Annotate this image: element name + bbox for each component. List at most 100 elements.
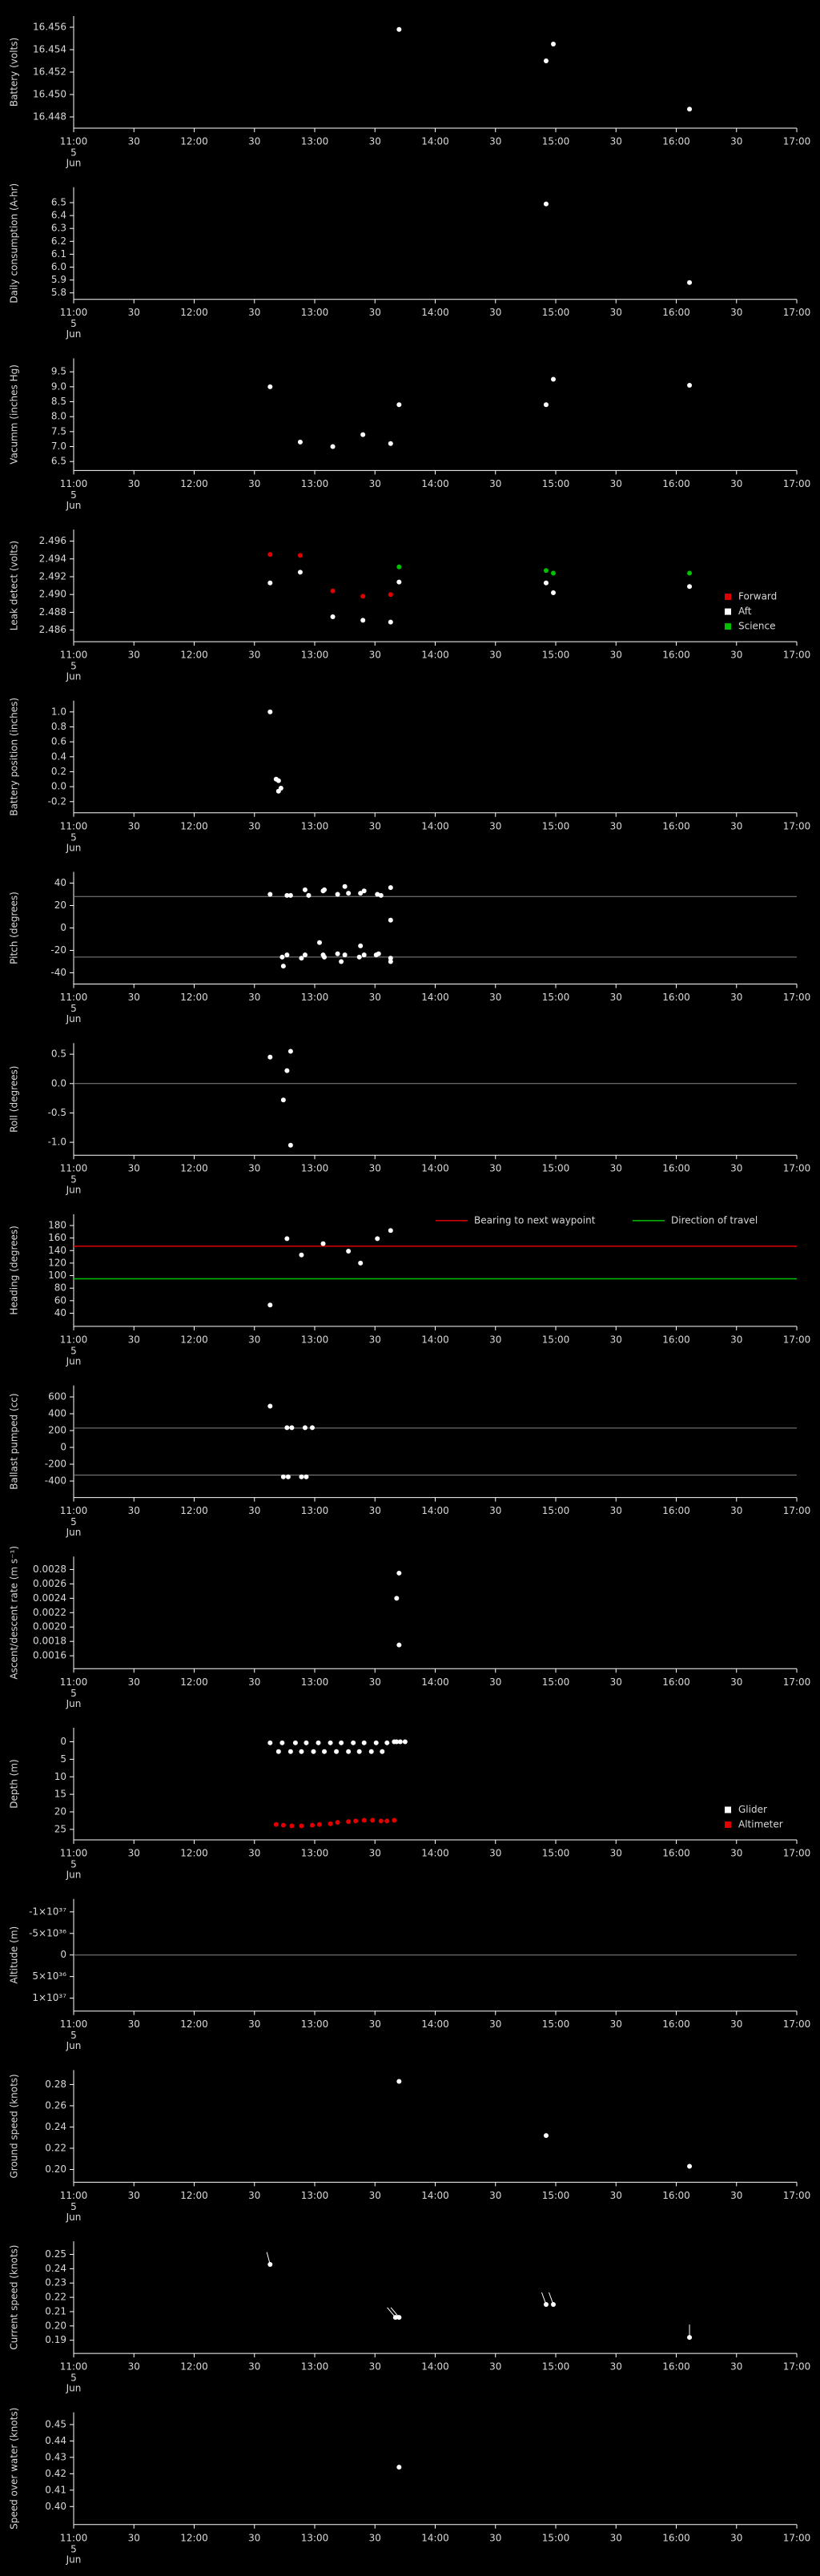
data-point <box>330 588 336 594</box>
x-tick-label: 30 <box>248 1848 260 1859</box>
x-date-month: Jun <box>66 1185 82 1196</box>
y-tick-label: 0.21 <box>45 2305 66 2316</box>
data-point <box>306 892 312 898</box>
x-tick-label: 11:00 <box>60 650 88 661</box>
y-axis-label: Leak detect (volts) <box>9 541 20 630</box>
y-axis-label: Altitude (m) <box>9 1926 20 1984</box>
y-axis-label: Vacumm (inches Hg) <box>9 364 20 465</box>
y-tick-label: 0 <box>60 1442 66 1453</box>
y-tick-label: 0.0 <box>51 1077 66 1089</box>
y-tick-label: 0.0 <box>51 781 66 792</box>
legend-swatch <box>725 623 731 630</box>
y-tick-label: 7.0 <box>51 441 66 452</box>
x-tick-label: 30 <box>489 307 501 318</box>
x-tick-label: 17:00 <box>783 1848 811 1859</box>
y-tick-label: -5×10³⁶ <box>29 1927 66 1938</box>
x-tick-label: 17:00 <box>783 2361 811 2373</box>
x-tick-label: 16:00 <box>662 307 690 318</box>
x-tick-label: 14:00 <box>421 2532 449 2543</box>
data-point <box>335 951 340 956</box>
x-tick-label: 14:00 <box>421 1848 449 1859</box>
data-point <box>687 584 693 590</box>
y-tick-label: 0.22 <box>45 2292 66 2303</box>
x-tick-label: 30 <box>610 478 622 489</box>
x-tick-label: 30 <box>730 2532 742 2543</box>
data-point <box>280 964 286 969</box>
data-point <box>543 402 549 408</box>
data-point <box>267 580 273 586</box>
x-tick-label: 12:00 <box>180 1334 208 1345</box>
data-point <box>361 1740 367 1745</box>
x-tick-label: 30 <box>730 992 742 1003</box>
x-date-day: 5 <box>70 831 77 843</box>
x-tick-label: 30 <box>730 2190 742 2201</box>
x-tick-label: 16:00 <box>662 992 690 1003</box>
y-tick-label: 100 <box>48 1270 66 1281</box>
data-point <box>378 892 384 898</box>
x-tick-label: 13:00 <box>301 1334 329 1345</box>
y-tick-label: 6.3 <box>51 223 66 234</box>
data-point <box>543 580 549 586</box>
y-tick-label: 80 <box>54 1282 66 1294</box>
x-tick-label: 30 <box>369 2532 381 2543</box>
x-tick-label: 17:00 <box>783 136 811 147</box>
data-point <box>396 2465 402 2470</box>
x-tick-label: 30 <box>248 1334 260 1345</box>
x-tick-label: 30 <box>369 136 381 147</box>
x-tick-label: 13:00 <box>301 820 329 831</box>
x-tick-label: 14:00 <box>421 1334 449 1345</box>
data-point <box>375 1236 380 1242</box>
y-tick-label: 5.8 <box>51 287 66 298</box>
data-point <box>358 943 364 948</box>
x-tick-label: 30 <box>610 136 622 147</box>
y-tick-label: 16.454 <box>33 44 66 55</box>
y-tick-label: -40 <box>50 967 66 978</box>
y-axis-label: Heading (degrees) <box>9 1226 20 1314</box>
data-point <box>303 1740 309 1745</box>
x-tick-label: 17:00 <box>783 2532 811 2543</box>
data-point <box>396 579 402 585</box>
data-point <box>287 1142 293 1148</box>
data-point <box>550 376 556 382</box>
y-tick-label: 0.26 <box>45 2099 66 2111</box>
y-tick-label: -0.5 <box>48 1107 66 1118</box>
data-point <box>346 1819 352 1825</box>
data-point <box>373 1740 379 1745</box>
data-point <box>361 888 367 894</box>
data-point <box>330 444 336 449</box>
x-tick-label: 13:00 <box>301 478 329 489</box>
x-tick-label: 12:00 <box>180 992 208 1003</box>
data-point <box>289 1425 295 1431</box>
data-point <box>322 1749 328 1754</box>
x-tick-label: 13:00 <box>301 1505 329 1516</box>
x-tick-label: 30 <box>369 2361 381 2373</box>
data-point <box>267 709 273 714</box>
data-point <box>267 384 273 389</box>
x-tick-label: 30 <box>369 1334 381 1345</box>
x-tick-label: 14:00 <box>421 820 449 831</box>
y-tick-label: 180 <box>48 1219 66 1230</box>
x-tick-label: 13:00 <box>301 1676 329 1688</box>
x-tick-label: 30 <box>610 1848 622 1859</box>
y-tick-label: 16.452 <box>33 66 66 78</box>
x-tick-label: 15:00 <box>542 1163 570 1174</box>
x-tick-label: 30 <box>128 2019 140 2030</box>
data-point <box>351 1740 356 1745</box>
x-tick-label: 30 <box>128 136 140 147</box>
data-point <box>275 778 281 783</box>
data-point <box>397 1739 403 1745</box>
direction-arrow <box>390 2307 400 2318</box>
data-point <box>356 1749 362 1754</box>
y-tick-label: 0.0024 <box>33 1592 66 1604</box>
y-tick-label: 0.0028 <box>33 1564 66 1575</box>
x-tick-label: 30 <box>489 2190 501 2201</box>
x-tick-label: 30 <box>489 1163 501 1174</box>
data-point <box>335 1820 340 1825</box>
data-point <box>339 959 344 964</box>
data-point <box>287 1049 293 1054</box>
y-tick-label: 5.9 <box>51 274 66 285</box>
data-point <box>402 1739 408 1745</box>
x-date-month: Jun <box>66 1355 82 1366</box>
x-tick-label: 30 <box>489 650 501 661</box>
x-date-month: Jun <box>66 842 82 853</box>
